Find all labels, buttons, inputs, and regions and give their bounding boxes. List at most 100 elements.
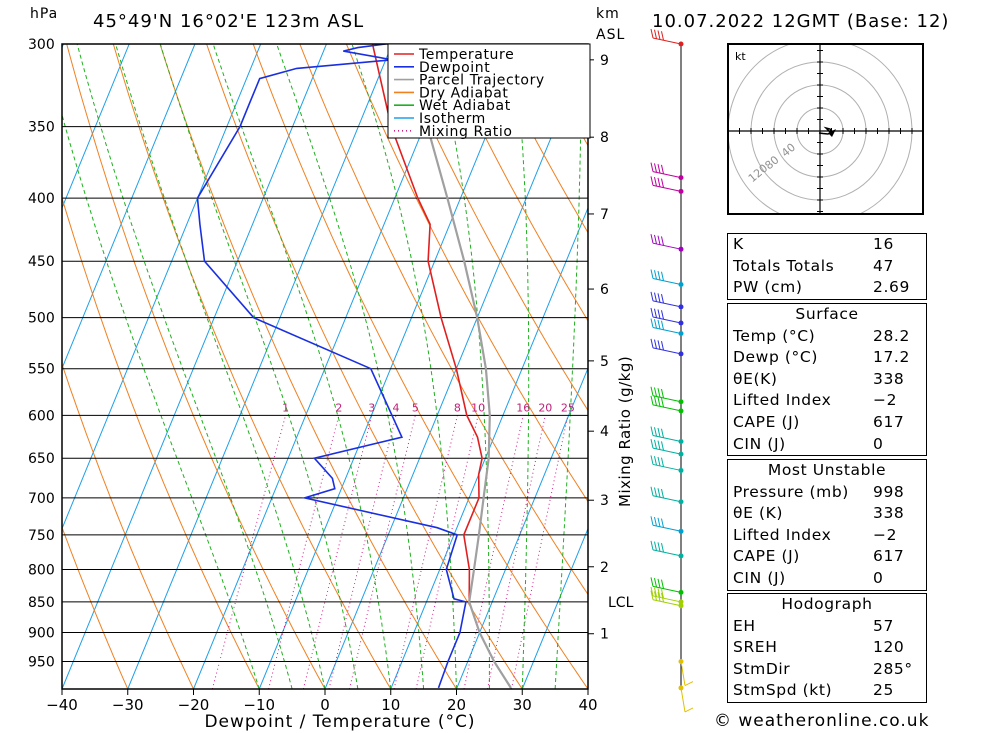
row-value: 120 bbox=[873, 638, 905, 657]
table-row: Temp (°C) 28.2 bbox=[728, 326, 926, 348]
isotherm-line bbox=[193, 44, 459, 689]
wind-barb-flag bbox=[650, 577, 654, 587]
wind-barb-flag bbox=[657, 388, 661, 398]
wind-barb-flag bbox=[654, 270, 657, 280]
row-label: Temp (°C) bbox=[733, 326, 816, 345]
legend-label: Wet Adiabat bbox=[419, 98, 511, 114]
row-label: SREH bbox=[733, 638, 778, 657]
wind-barb-flag bbox=[654, 456, 657, 466]
row-value: 285° bbox=[873, 659, 913, 678]
km-tick-label: 9 bbox=[600, 53, 609, 69]
wet-adiabat-line bbox=[276, 44, 425, 689]
wind-barb-flag bbox=[661, 310, 664, 320]
wind-barb-flag bbox=[657, 588, 661, 598]
wind-barb-flag bbox=[654, 427, 657, 437]
wind-barb-flag bbox=[661, 589, 664, 599]
surface-table: Surface Temp (°C) 28.2 Dewp (°C) 17.2 θE(K) 3… bbox=[727, 303, 927, 457]
row-value: 338 bbox=[873, 369, 905, 388]
pressure-tick-label: 350 bbox=[28, 120, 55, 136]
wind-barb-flag bbox=[654, 439, 657, 449]
wind-barb bbox=[652, 347, 682, 355]
row-label: CAPE (J) bbox=[733, 547, 800, 566]
wind-barb-flag bbox=[661, 579, 664, 589]
wind-barb-flag bbox=[654, 591, 657, 601]
wind-barb bbox=[652, 463, 682, 471]
row-label: EH bbox=[733, 616, 756, 635]
wind-barb-flag bbox=[654, 578, 657, 588]
isotherm-line bbox=[258, 44, 525, 689]
row-value: 617 bbox=[873, 412, 905, 431]
wind-barb-flag bbox=[654, 177, 657, 187]
wind-barb-flag bbox=[657, 592, 661, 602]
row-label: θE (K) bbox=[733, 504, 784, 523]
table-row: CIN (J) 0 bbox=[728, 568, 926, 590]
row-value: −2 bbox=[873, 391, 898, 410]
wind-barb-flag bbox=[654, 234, 657, 245]
row-label: Pressure (mb) bbox=[733, 482, 849, 501]
table-row: PW (cm) 2.69 bbox=[728, 277, 926, 299]
pressure-tick-label: 750 bbox=[28, 528, 55, 544]
most-unstable-table: Most Unstable Pressure (mb) 998 θE (K) 338 L… bbox=[727, 459, 927, 591]
location-title: 45°49'N 16°02'E 123m ASL bbox=[93, 11, 365, 32]
wind-barb-flag bbox=[650, 318, 654, 328]
wind-barb-flag bbox=[654, 319, 657, 329]
isotherm-line bbox=[62, 44, 262, 530]
wind-barb bbox=[652, 495, 682, 503]
plot-background bbox=[62, 44, 588, 689]
wind-barb-flag bbox=[661, 293, 664, 304]
wind-barb-flag bbox=[650, 234, 654, 244]
row-label: CIN (J) bbox=[733, 434, 786, 453]
table-row: CIN (J) 0 bbox=[728, 434, 926, 456]
isotherm-line bbox=[324, 46, 588, 689]
wind-barb-flag bbox=[650, 162, 654, 172]
legend-label: Isotherm bbox=[419, 111, 486, 127]
table-row: Totals Totals 47 bbox=[728, 256, 926, 278]
dry-adiabat-line bbox=[485, 44, 588, 234]
legend-label: Dewpoint bbox=[419, 60, 490, 76]
isotherm-line bbox=[456, 366, 588, 689]
table-row: Pressure (mb) 998 bbox=[728, 482, 926, 504]
wind-barb-flag bbox=[657, 293, 661, 303]
wet-adiabat-line bbox=[159, 44, 359, 689]
wind-barb-flag bbox=[657, 517, 661, 527]
storm-motion-marker bbox=[828, 129, 836, 137]
row-label: CAPE (J) bbox=[733, 412, 800, 431]
km-tick-label: 4 bbox=[600, 424, 609, 440]
wind-barb-flag bbox=[657, 397, 661, 407]
wind-barb bbox=[652, 434, 682, 442]
wind-barb bbox=[652, 300, 682, 308]
pressure-tick-label: 400 bbox=[28, 191, 55, 207]
legend-label: Parcel Trajectory bbox=[419, 73, 545, 89]
wind-barb bbox=[652, 404, 682, 412]
wind-barb-flag bbox=[657, 456, 661, 467]
wind-barb-flag bbox=[650, 486, 654, 496]
wet-adiabat-line bbox=[351, 44, 457, 689]
wind-barb-flag bbox=[654, 487, 657, 497]
row-label: CIN (J) bbox=[733, 568, 786, 587]
x-axis-label: Dewpoint / Temperature (°C) bbox=[204, 712, 475, 732]
wind-barb-flag bbox=[661, 397, 664, 408]
mixing-ratio-line bbox=[268, 415, 340, 689]
wind-barb-flag bbox=[654, 339, 657, 349]
table-row: Lifted Index −2 bbox=[728, 525, 926, 547]
table-row: StmDir 285° bbox=[728, 659, 926, 681]
row-label: StmDir bbox=[733, 659, 791, 678]
km-label: km bbox=[596, 6, 620, 22]
lcl-label: LCL bbox=[608, 595, 634, 611]
wet-adiabat-line bbox=[76, 44, 293, 689]
datetime-title: 10.07.2022 12GMT (Base: 12) bbox=[652, 11, 950, 32]
pressure-tick-label: 600 bbox=[28, 408, 55, 424]
mixing-ratio-label: 1 bbox=[282, 401, 289, 414]
wind-barb-flag bbox=[661, 457, 664, 467]
parcel-trajectory-profile bbox=[397, 44, 512, 689]
table-row: StmSpd (kt) 25 bbox=[728, 680, 926, 702]
wind-barb-flag bbox=[650, 426, 654, 436]
mixing-ratio-label: 8 bbox=[454, 401, 461, 414]
km-tick-label: 7 bbox=[600, 207, 609, 223]
pressure-tick-label: 950 bbox=[28, 655, 55, 671]
wind-barb-flag bbox=[650, 338, 654, 349]
wind-barb-flag bbox=[657, 270, 661, 281]
wet-adiabat-line bbox=[434, 44, 490, 689]
wind-barb-flag bbox=[657, 30, 661, 40]
wind-barb bbox=[652, 316, 682, 324]
